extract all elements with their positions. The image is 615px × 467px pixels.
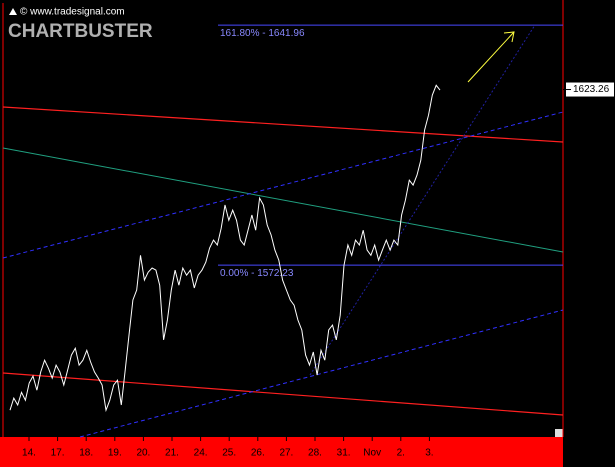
x-tick-label: 27. <box>279 448 293 459</box>
x-tick-label: 20. <box>136 448 150 459</box>
fib-label: 0.00% - 1572.23 <box>220 268 294 279</box>
price-line <box>9 84 441 413</box>
x-tick-label: 19. <box>108 448 122 459</box>
trendline <box>2 147 564 253</box>
arrow-head <box>503 31 515 43</box>
x-tick-label: 2. <box>397 448 405 459</box>
x-tick-label: 14. <box>22 448 36 459</box>
x-tick-label: 25. <box>222 448 236 459</box>
x-tick-label: 24. <box>194 448 208 459</box>
copyright: © www.tradesignal.com <box>20 7 125 18</box>
last-value-box <box>566 82 614 97</box>
fib-label: 161.80% - 1641.96 <box>220 28 305 39</box>
x-tick-label: 17. <box>51 448 65 459</box>
brand: CHARTBUSTER <box>8 21 153 42</box>
logo-icon <box>9 8 17 15</box>
x-axis-band <box>0 437 563 467</box>
last-value-label: 1623.26 <box>573 84 610 95</box>
trendline <box>2 111 564 259</box>
trendline <box>2 372 564 416</box>
x-tick-label: 31. <box>337 448 351 459</box>
x-tick-label: 28. <box>308 448 322 459</box>
x-tick-label: 3. <box>425 448 433 459</box>
arrow <box>467 31 515 83</box>
x-tick-label: 21. <box>165 448 179 459</box>
x-tick-label: 26. <box>251 448 265 459</box>
trendline <box>79 309 564 438</box>
trendline <box>309 24 536 376</box>
corner-icon <box>555 429 563 437</box>
trendlines <box>2 24 564 438</box>
x-tick-label: Nov <box>363 448 381 459</box>
trendline <box>2 106 564 143</box>
x-tick-label: 18. <box>79 448 93 459</box>
